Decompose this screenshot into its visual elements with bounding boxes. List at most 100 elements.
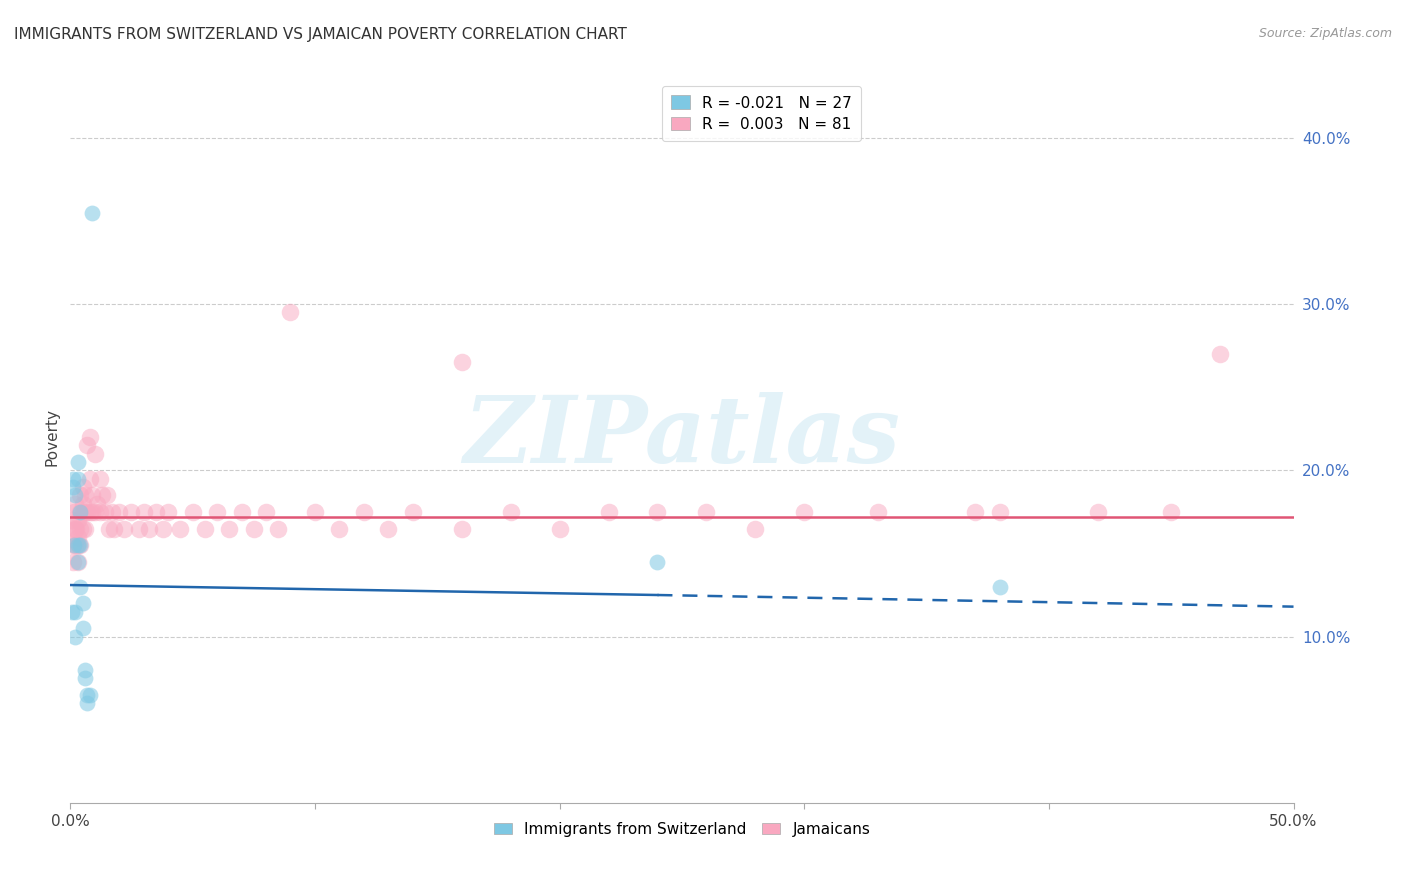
Point	[1087, 505, 1109, 519]
Point	[66, 513, 89, 527]
Point	[988, 505, 1011, 519]
Point	[79, 472, 101, 486]
Point	[965, 505, 987, 519]
Point	[73, 663, 96, 677]
Point	[62, 480, 84, 494]
Point	[218, 521, 240, 535]
Point	[353, 505, 375, 519]
Point	[66, 538, 89, 552]
Point	[76, 688, 98, 702]
Point	[63, 505, 86, 519]
Point	[69, 488, 91, 502]
Point	[69, 538, 91, 552]
Point	[402, 505, 425, 519]
Point	[73, 521, 96, 535]
Point	[82, 505, 104, 519]
Point	[63, 488, 86, 502]
Point	[72, 480, 94, 494]
Point	[66, 472, 89, 486]
Point	[66, 555, 89, 569]
Point	[69, 521, 91, 535]
Point	[82, 205, 104, 219]
Point	[60, 605, 83, 619]
Point	[243, 521, 266, 535]
Point	[73, 671, 96, 685]
Point	[72, 505, 94, 519]
Point	[121, 505, 143, 519]
Point	[76, 438, 98, 452]
Point	[744, 521, 766, 535]
Point	[866, 505, 889, 519]
Point	[63, 605, 86, 619]
Point	[548, 521, 571, 535]
Point	[60, 513, 83, 527]
Point	[86, 497, 108, 511]
Point	[145, 505, 167, 519]
Text: IMMIGRANTS FROM SWITZERLAND VS JAMAICAN POVERTY CORRELATION CHART: IMMIGRANTS FROM SWITZERLAND VS JAMAICAN …	[14, 27, 627, 42]
Point	[93, 505, 115, 519]
Point	[280, 305, 302, 319]
Point	[157, 505, 180, 519]
Point	[63, 521, 86, 535]
Text: ZIPatlas: ZIPatlas	[464, 392, 900, 482]
Point	[598, 505, 620, 519]
Point	[76, 696, 98, 710]
Point	[152, 521, 174, 535]
Point	[72, 621, 94, 635]
Text: Source: ZipAtlas.com: Source: ZipAtlas.com	[1258, 27, 1392, 40]
Point	[377, 521, 399, 535]
Point	[254, 505, 277, 519]
Point	[450, 521, 472, 535]
Point	[69, 580, 91, 594]
Point	[695, 505, 717, 519]
Point	[450, 355, 472, 369]
Point	[73, 488, 96, 502]
Point	[96, 488, 118, 502]
Point	[103, 521, 125, 535]
Point	[328, 521, 350, 535]
Point	[69, 505, 91, 519]
Point	[231, 505, 253, 519]
Point	[499, 505, 522, 519]
Point	[72, 497, 94, 511]
Point	[63, 538, 86, 552]
Point	[73, 505, 96, 519]
Point	[62, 521, 84, 535]
Point	[69, 538, 91, 552]
Point	[194, 521, 217, 535]
Point	[647, 555, 669, 569]
Point	[66, 555, 89, 569]
Point	[89, 472, 111, 486]
Point	[69, 505, 91, 519]
Y-axis label: Poverty: Poverty	[44, 408, 59, 467]
Point	[63, 538, 86, 552]
Point	[65, 521, 87, 535]
Point	[72, 596, 94, 610]
Point	[647, 505, 669, 519]
Point	[79, 430, 101, 444]
Point	[169, 521, 191, 535]
Point	[181, 505, 204, 519]
Point	[128, 521, 150, 535]
Point	[304, 505, 326, 519]
Point	[79, 688, 101, 702]
Point	[108, 505, 131, 519]
Point	[63, 630, 86, 644]
Point	[66, 538, 89, 552]
Point	[83, 447, 105, 461]
Point	[89, 505, 111, 519]
Point	[988, 580, 1011, 594]
Point	[83, 505, 105, 519]
Point	[138, 521, 160, 535]
Point	[62, 538, 84, 552]
Point	[101, 505, 124, 519]
Point	[62, 555, 84, 569]
Point	[76, 505, 98, 519]
Point	[62, 472, 84, 486]
Point	[112, 521, 135, 535]
Legend: Immigrants from Switzerland, Jamaicans: Immigrants from Switzerland, Jamaicans	[488, 815, 876, 843]
Point	[91, 488, 114, 502]
Point	[66, 530, 89, 544]
Point	[132, 505, 155, 519]
Point	[82, 488, 104, 502]
